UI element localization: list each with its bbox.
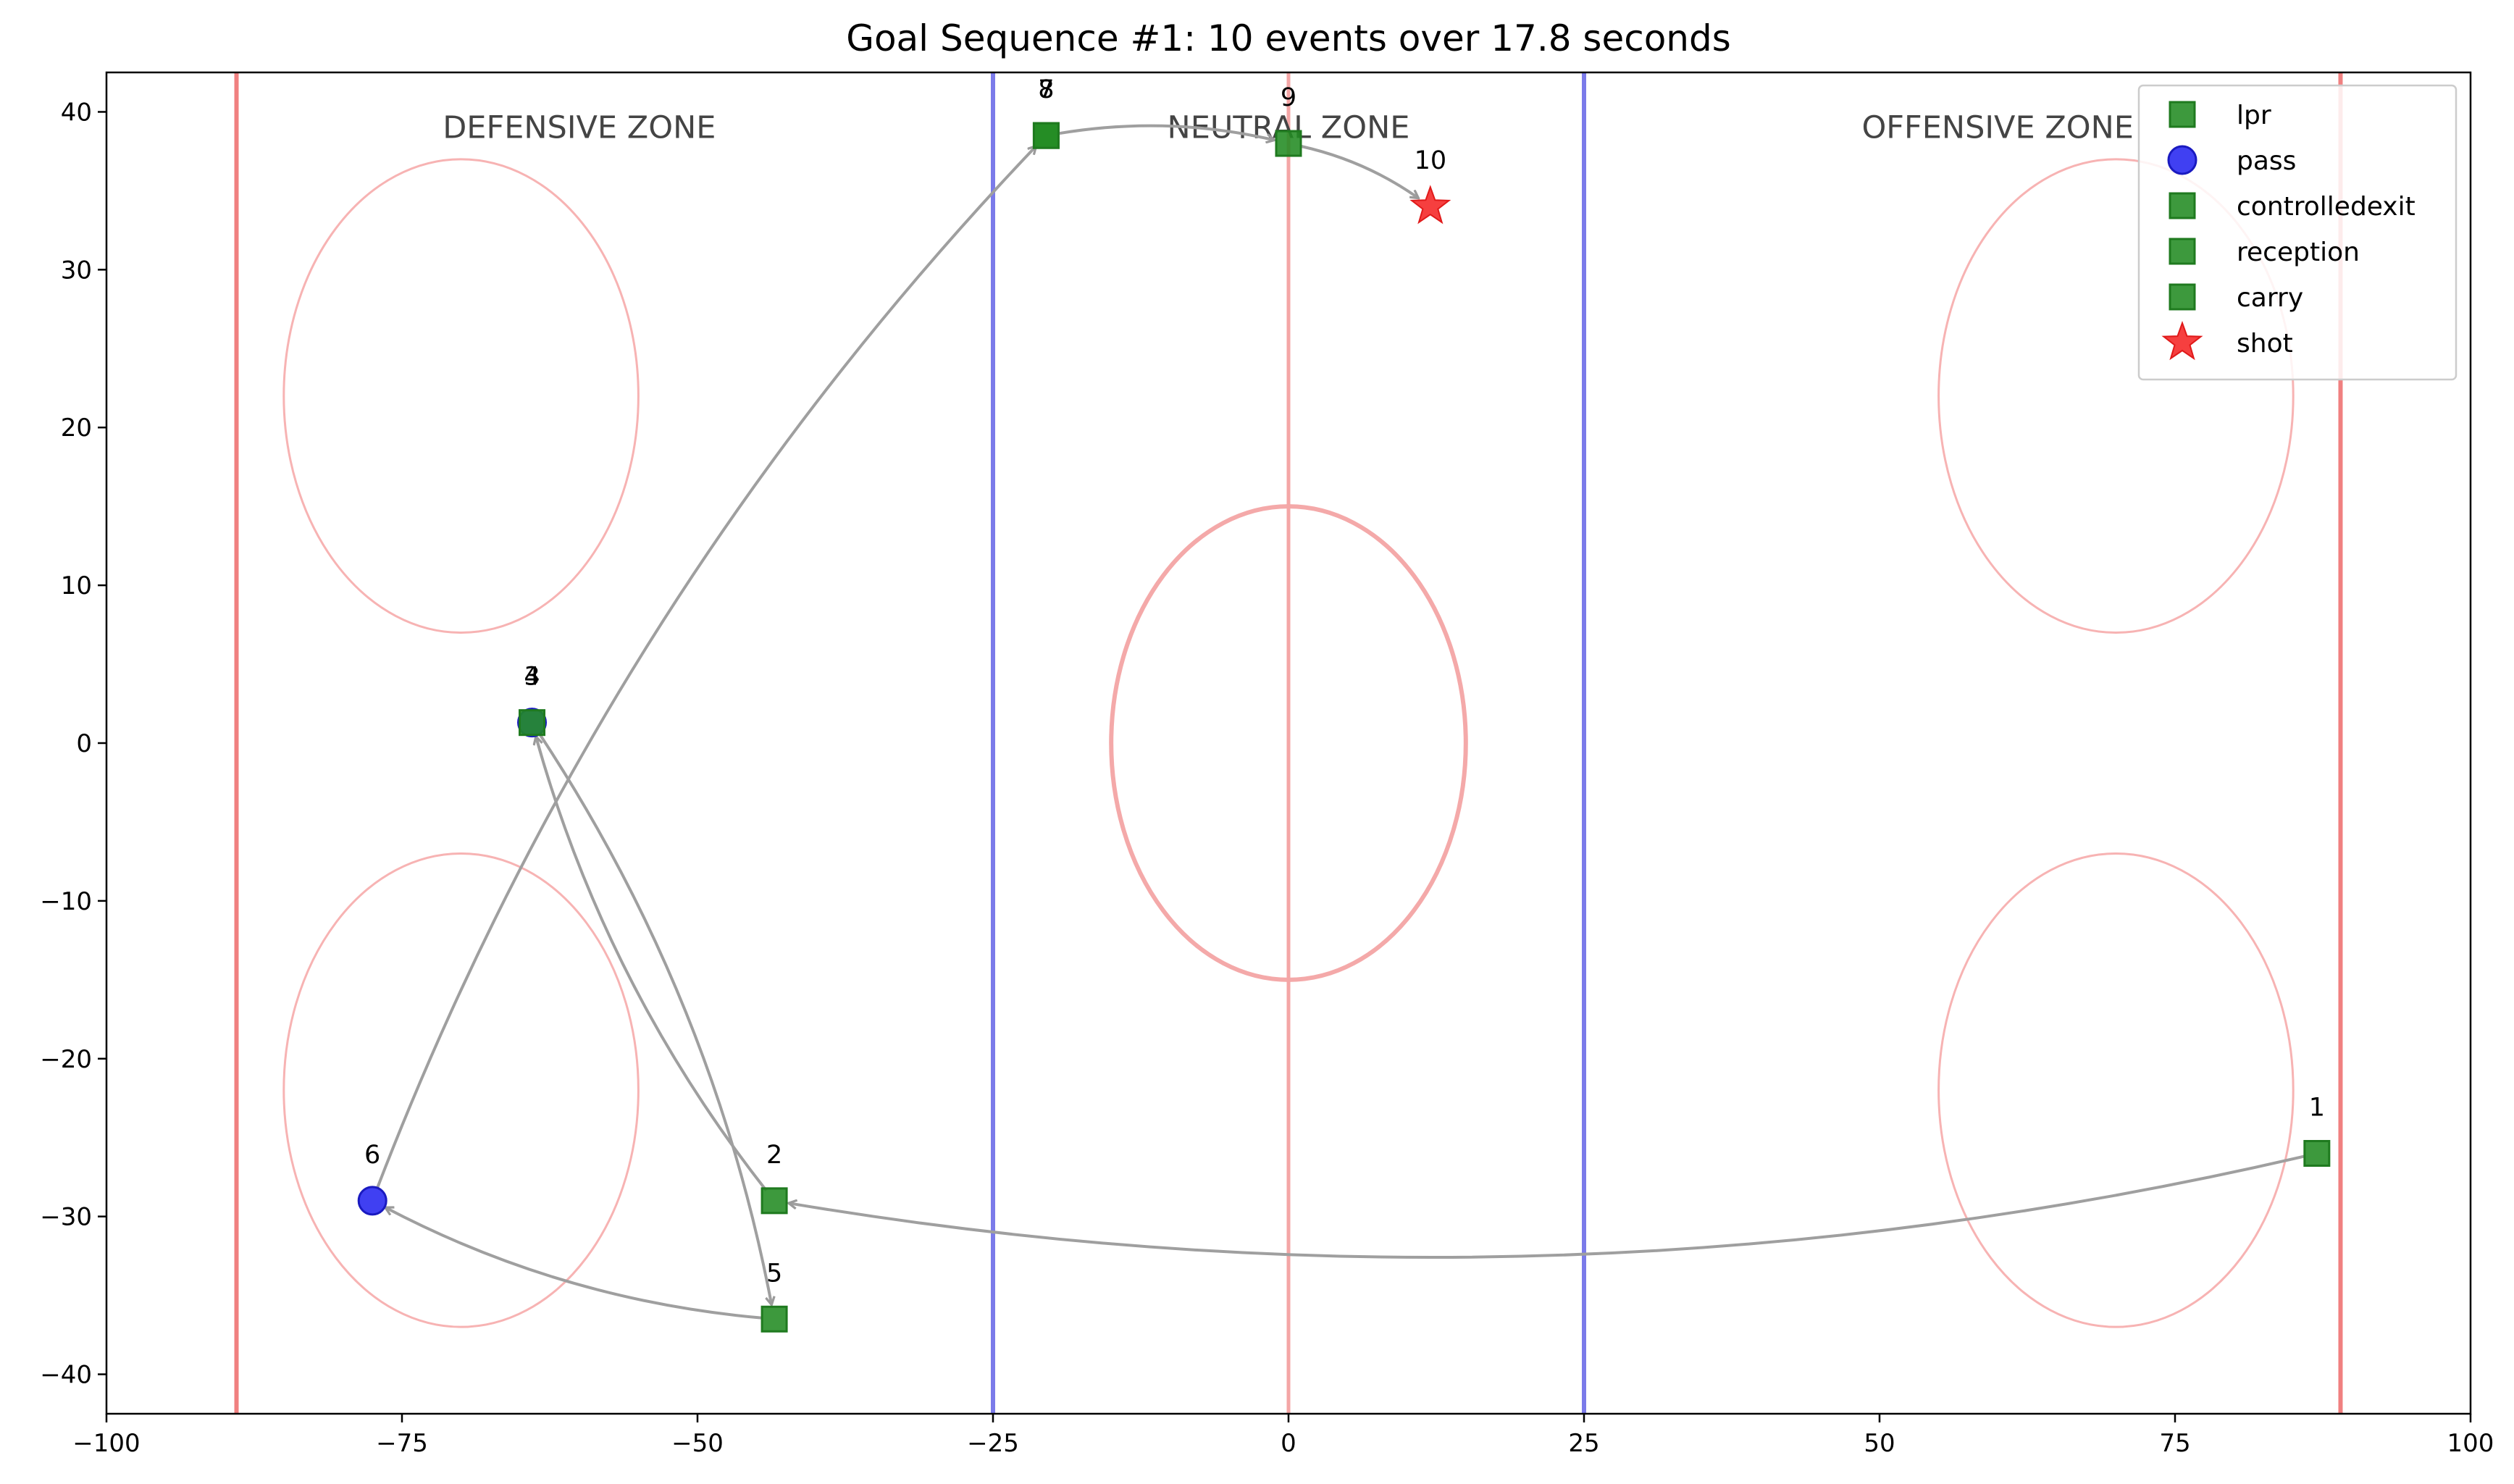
event-label: 6 <box>364 1141 380 1170</box>
event-label: 5 <box>766 1259 782 1288</box>
legend-swatch-lpr <box>2169 101 2196 128</box>
zone-label: DEFENSIVE ZONE <box>443 109 716 146</box>
x-tick-label: 100 <box>2447 1429 2494 1458</box>
y-tick-label: −30 <box>40 1203 92 1232</box>
event-label: 7 <box>1038 75 1054 104</box>
event-label: 8 <box>1038 75 1054 104</box>
y-tick-label: −20 <box>40 1045 92 1074</box>
event-marker-pass <box>357 1186 387 1216</box>
event-arrow <box>789 1154 2305 1259</box>
event-label: 10 <box>1415 146 1447 175</box>
y-tick-label: 30 <box>61 256 92 285</box>
x-tick-label: −25 <box>967 1429 1019 1458</box>
faceoff-circle <box>282 158 640 634</box>
y-tick-label: 0 <box>76 729 92 758</box>
zone-label: OFFENSIVE ZONE <box>1861 109 2134 146</box>
event-marker-reception <box>761 1187 788 1215</box>
faceoff-circle <box>1937 852 2295 1328</box>
y-axis-ticks: −40 −30 −20 −10 0 10 20 30 40 <box>40 98 106 1390</box>
legend-swatch-reception <box>2169 238 2196 265</box>
event-arrow <box>1058 124 1274 141</box>
x-tick-label: 75 <box>2159 1429 2190 1458</box>
x-tick-label: −50 <box>671 1429 724 1458</box>
y-tick-label: 40 <box>61 98 92 127</box>
faceoff-circle <box>282 852 640 1328</box>
y-tick-label: −10 <box>40 887 92 916</box>
x-tick-label: 50 <box>1864 1429 1895 1458</box>
y-tick-label: −40 <box>40 1361 92 1390</box>
event-label: 4 <box>524 663 540 692</box>
faceoff-circle <box>1937 158 2295 634</box>
y-tick-label: 20 <box>61 414 92 443</box>
legend-swatch-pass <box>2167 145 2197 175</box>
event-arrow <box>1301 145 1419 198</box>
legend: lpr pass controlledexit reception carry shot <box>2137 84 2458 381</box>
event-marker-carry <box>1275 130 1302 157</box>
rink-layer <box>234 72 2343 1414</box>
event-markers <box>357 122 2331 1333</box>
event-label: 1 <box>2309 1093 2325 1122</box>
x-axis-ticks: −100 −75 −50 −25 0 25 50 75 100 <box>72 1414 2494 1458</box>
legend-label: reception <box>2237 238 2360 267</box>
event-label: 3 <box>524 663 540 692</box>
event-arrows <box>375 124 2305 1320</box>
legend-swatch-controlledexit <box>2169 192 2196 219</box>
event-marker-lpr <box>2303 1139 2331 1167</box>
legend-label: pass <box>2237 146 2296 176</box>
event-arrow <box>375 146 1036 1189</box>
chart-title: Goal Sequence #1: 10 events over 17.8 se… <box>846 17 1731 59</box>
legend-swatch-carry <box>2169 283 2196 311</box>
event-label: 2 <box>766 1141 782 1170</box>
event-arrow <box>385 1207 762 1320</box>
x-tick-label: 25 <box>1568 1429 1599 1458</box>
event-marker-carry <box>761 1305 788 1333</box>
legend-label: lpr <box>2237 101 2271 130</box>
x-tick-label: −100 <box>72 1429 140 1458</box>
legend-label: carry <box>2237 283 2303 313</box>
legend-swatch-shot <box>2161 321 2203 361</box>
x-tick-label: −75 <box>376 1429 428 1458</box>
y-tick-label: 10 <box>61 571 92 600</box>
event-arrow <box>537 732 771 1305</box>
event-marker-reception <box>519 709 546 737</box>
legend-box <box>2137 84 2458 381</box>
legend-label: controlledexit <box>2237 192 2415 222</box>
event-marker-controlledexit <box>1032 122 1060 149</box>
event-label: 9 <box>1281 83 1296 112</box>
event-arrow <box>536 737 768 1191</box>
event-marker-shot <box>1409 185 1451 225</box>
legend-label: shot <box>2237 329 2293 359</box>
x-tick-label: 0 <box>1281 1429 1296 1458</box>
